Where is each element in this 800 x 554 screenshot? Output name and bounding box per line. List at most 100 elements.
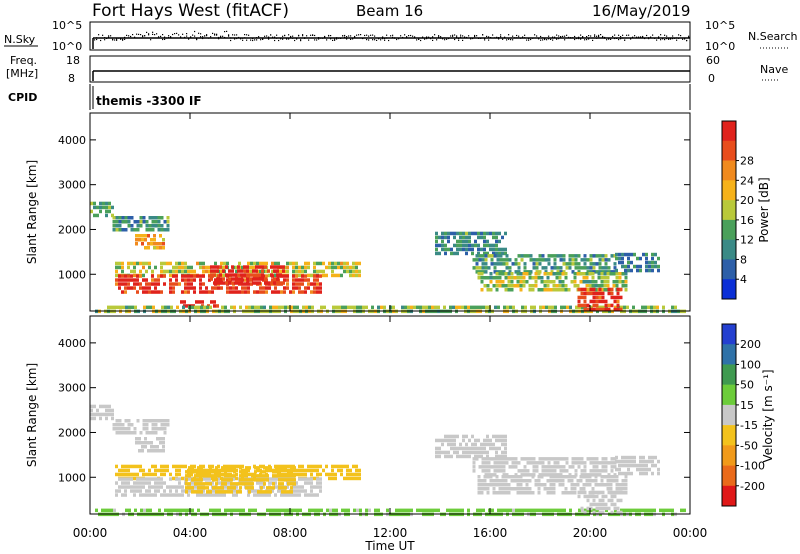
data-cell: [185, 508, 188, 513]
data-cell: [595, 299, 599, 304]
nsky-dot: [350, 38, 352, 40]
data-cell: [338, 305, 341, 310]
nsky-dot: [318, 37, 320, 39]
data-cell: [435, 235, 438, 240]
data-cell: [598, 287, 602, 292]
data-cell: [447, 235, 450, 240]
nsky-dot: [104, 39, 106, 41]
data-cell: [481, 457, 485, 461]
data-cell: [480, 483, 484, 487]
data-cell: [239, 508, 242, 513]
nsky-dot: [452, 35, 454, 37]
data-cell: [293, 474, 296, 478]
data-cell: [148, 485, 151, 489]
nsky-dot: [114, 39, 116, 41]
data-cell: [497, 508, 500, 513]
data-cell: [322, 273, 325, 278]
nsky-dot: [668, 38, 670, 40]
data-cell: [546, 272, 550, 276]
data-cell: [156, 445, 159, 449]
data-cell: [143, 508, 146, 513]
data-cell: [190, 282, 193, 286]
data-cell: [519, 487, 523, 491]
data-cell: [115, 224, 119, 228]
data-cell: [428, 305, 431, 310]
data-cell: [162, 246, 165, 250]
data-cell: [313, 476, 316, 481]
data-cell: [141, 441, 144, 445]
data-cell: [568, 465, 572, 469]
data-cell: [586, 303, 590, 308]
data-cell: [136, 481, 139, 485]
data-cell: [316, 472, 319, 477]
data-cell: [626, 508, 629, 513]
data-cell: [121, 265, 124, 270]
data-cell: [304, 261, 307, 266]
data-cell: [219, 277, 222, 281]
data-cell: [301, 489, 304, 493]
data-cell: [121, 464, 124, 469]
data-cell: [642, 252, 645, 257]
data-cell: [621, 252, 624, 257]
data-cell: [592, 287, 596, 292]
data-cell: [519, 284, 523, 288]
data-cell: [558, 479, 562, 483]
data-cell: [627, 268, 630, 273]
data-cell: [213, 304, 216, 308]
data-cell: [349, 472, 352, 477]
data-cell: [118, 278, 121, 282]
data-cell: [507, 280, 511, 284]
data-cell: [284, 490, 287, 494]
data-cell: [159, 246, 162, 250]
data-cell: [510, 288, 514, 292]
y-tick-label: 4000: [58, 134, 86, 147]
data-cell: [553, 262, 557, 266]
data-cell: [592, 510, 596, 515]
data-cell: [580, 287, 584, 292]
data-cell: [142, 216, 146, 220]
nsky-dot: [288, 34, 290, 36]
data-cell: [346, 468, 349, 473]
data-cell: [610, 270, 614, 274]
data-cell: [124, 431, 128, 435]
data-cell: [590, 305, 593, 310]
data-cell: [509, 508, 512, 513]
data-cell: [130, 261, 133, 266]
nsky-dot: [246, 39, 248, 41]
nsky-dot: [588, 35, 590, 37]
data-cell: [356, 305, 359, 310]
data-cell: [241, 265, 244, 270]
nsky-dot: [302, 35, 304, 37]
data-cell: [135, 238, 138, 242]
data-cell: [105, 412, 108, 417]
data-cell: [615, 475, 619, 479]
data-cell: [206, 470, 209, 474]
data-cell: [459, 247, 462, 252]
data-cell: [184, 274, 187, 278]
data-cell: [112, 224, 116, 228]
data-cell: [538, 457, 542, 461]
data-cell: [548, 305, 551, 310]
data-cell: [561, 280, 565, 284]
data-cell: [477, 231, 480, 236]
data-cell: [480, 231, 483, 236]
data-cell: [140, 508, 143, 513]
data-cell: [118, 423, 122, 427]
data-cell: [604, 506, 608, 511]
data-cell: [444, 251, 447, 256]
data-cell: [595, 494, 599, 499]
nsky-dot: [144, 35, 146, 37]
data-cell: [124, 468, 127, 473]
data-cell: [161, 305, 164, 310]
data-cell: [543, 280, 547, 284]
data-cell: [153, 242, 156, 246]
data-cell: [507, 483, 511, 487]
data-cell: [108, 404, 111, 409]
data-cell: [586, 270, 590, 274]
data-cell: [264, 265, 267, 269]
data-cell: [521, 305, 524, 310]
nsky-dot: [602, 36, 604, 38]
data-cell: [185, 486, 188, 490]
data-cell: [127, 274, 130, 278]
colorbar-segment: [722, 465, 736, 487]
